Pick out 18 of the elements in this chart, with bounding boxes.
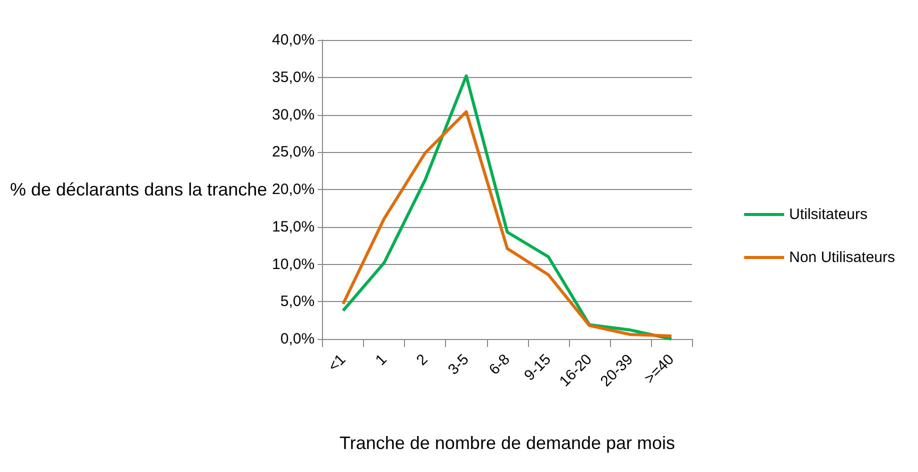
legend-label: Non Utilisateurs [789,249,896,266]
y-tick-label: 35,0% [272,68,315,86]
y-tick-label: 10,0% [272,256,315,273]
x-tick-label: <1 [325,350,350,376]
x-tick-label: 2 [413,350,432,369]
y-tick-label: 30,0% [272,106,315,124]
y-axis-title: % de déclarants dans la tranche [10,180,268,200]
x-tick-label: 6-8 [486,350,514,378]
y-tick-label: 40,0% [272,32,315,48]
x-tick-label: 1 [372,350,390,369]
x-axis-title: Tranche de nombre de demande par mois [340,433,676,453]
y-tick-label: 0,0% [280,330,315,348]
y-tick-label: 20,0% [272,181,315,198]
legend-label: Utilsitateurs [789,206,868,223]
y-tick-label: 15,0% [272,218,315,236]
y-tick-label: 5,0% [280,293,315,310]
x-tick-label: 3-5 [444,350,472,378]
y-tick-label: 25,0% [272,144,315,161]
